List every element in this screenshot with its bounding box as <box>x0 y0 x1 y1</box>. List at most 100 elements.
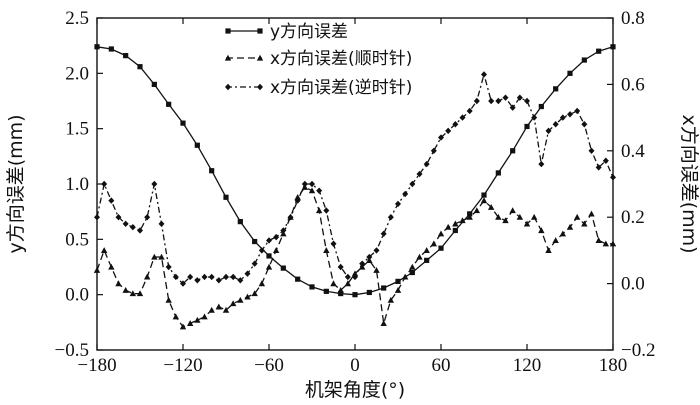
legend-marker <box>225 28 231 34</box>
data-point <box>273 233 280 241</box>
data-point <box>595 164 602 171</box>
data-point <box>251 290 258 297</box>
data-point <box>251 260 258 267</box>
data-point <box>359 260 366 267</box>
data-point <box>567 111 573 118</box>
data-point <box>538 103 544 110</box>
data-point <box>186 320 194 327</box>
data-point <box>495 170 501 176</box>
legend-marker <box>225 83 231 91</box>
data-point <box>115 214 122 221</box>
data-point <box>323 288 329 294</box>
data-point <box>516 94 523 101</box>
data-point <box>401 273 409 280</box>
data-point <box>244 270 251 277</box>
data-point <box>180 280 186 287</box>
data-point <box>323 247 330 253</box>
left-y-tick-label: 1.5 <box>65 119 89 140</box>
data-point <box>452 121 459 128</box>
data-point <box>294 197 301 204</box>
data-point <box>502 217 509 224</box>
left-y-tick-label: 0.5 <box>65 229 89 250</box>
data-point <box>165 263 172 271</box>
data-point <box>115 280 122 287</box>
data-point <box>258 280 266 287</box>
data-point <box>610 44 616 50</box>
data-point <box>129 290 137 297</box>
data-point <box>602 157 609 164</box>
data-point <box>380 320 387 327</box>
data-point <box>466 107 473 115</box>
data-point <box>129 223 136 231</box>
data-point <box>430 240 438 247</box>
data-point <box>459 217 466 224</box>
data-point <box>581 57 587 63</box>
data-point <box>395 200 401 208</box>
data-point <box>444 223 452 230</box>
data-point <box>595 237 602 244</box>
legend-marker <box>224 54 232 61</box>
data-point <box>330 240 337 247</box>
data-point <box>237 296 244 303</box>
data-point <box>610 174 616 181</box>
data-point <box>144 214 151 221</box>
data-point <box>409 263 416 270</box>
data-point <box>209 168 215 174</box>
data-point <box>194 316 201 323</box>
data-point <box>581 220 588 227</box>
data-point <box>459 114 466 121</box>
data-point <box>394 286 402 293</box>
data-point <box>416 170 423 178</box>
data-point <box>502 94 509 101</box>
data-point <box>266 237 272 244</box>
data-point <box>301 180 308 188</box>
data-point <box>266 253 272 259</box>
data-point <box>402 190 409 198</box>
series-1 <box>94 44 616 298</box>
data-point <box>344 280 352 287</box>
data-point <box>445 127 452 135</box>
data-point <box>588 210 595 217</box>
data-point <box>366 253 373 261</box>
x-axis-label: 机架角度(°) <box>305 379 405 401</box>
right-y-tick-label: 0.6 <box>621 74 645 95</box>
data-point <box>287 214 294 221</box>
data-point <box>531 114 538 121</box>
right-y-axis-label: x方向误差(mm) <box>678 114 700 253</box>
data-point <box>315 207 323 214</box>
x-tick-label: 60 <box>432 355 451 376</box>
x-tick-label: 0 <box>350 355 360 376</box>
data-point <box>201 313 208 320</box>
data-point <box>151 81 157 87</box>
data-point <box>143 273 151 280</box>
x-tick-label: −60 <box>254 355 284 376</box>
data-point <box>252 238 258 245</box>
data-point <box>409 180 416 188</box>
data-point <box>538 227 545 234</box>
data-point <box>452 220 459 227</box>
data-point <box>194 277 201 284</box>
left-y-axis-ticks: −0.5 0.0 0.5 1.0 1.5 2.0 2.5 <box>55 8 103 361</box>
data-point <box>430 147 437 154</box>
data-point <box>510 148 516 154</box>
data-point <box>495 213 502 220</box>
data-point <box>609 240 617 247</box>
series-line <box>96 71 614 285</box>
data-point <box>295 276 301 282</box>
data-point <box>545 247 552 253</box>
series-3 <box>94 71 616 287</box>
data-point <box>230 273 237 281</box>
data-point <box>438 134 444 141</box>
data-point <box>509 207 516 214</box>
data-point <box>437 230 445 237</box>
right-y-tick-label: 0.4 <box>621 141 645 162</box>
data-point <box>524 97 530 105</box>
data-point <box>530 213 538 220</box>
data-point <box>516 213 524 220</box>
legend-marker <box>257 28 263 34</box>
data-point <box>280 265 286 271</box>
data-point <box>545 127 552 135</box>
data-point <box>344 273 351 281</box>
data-point <box>180 120 186 126</box>
